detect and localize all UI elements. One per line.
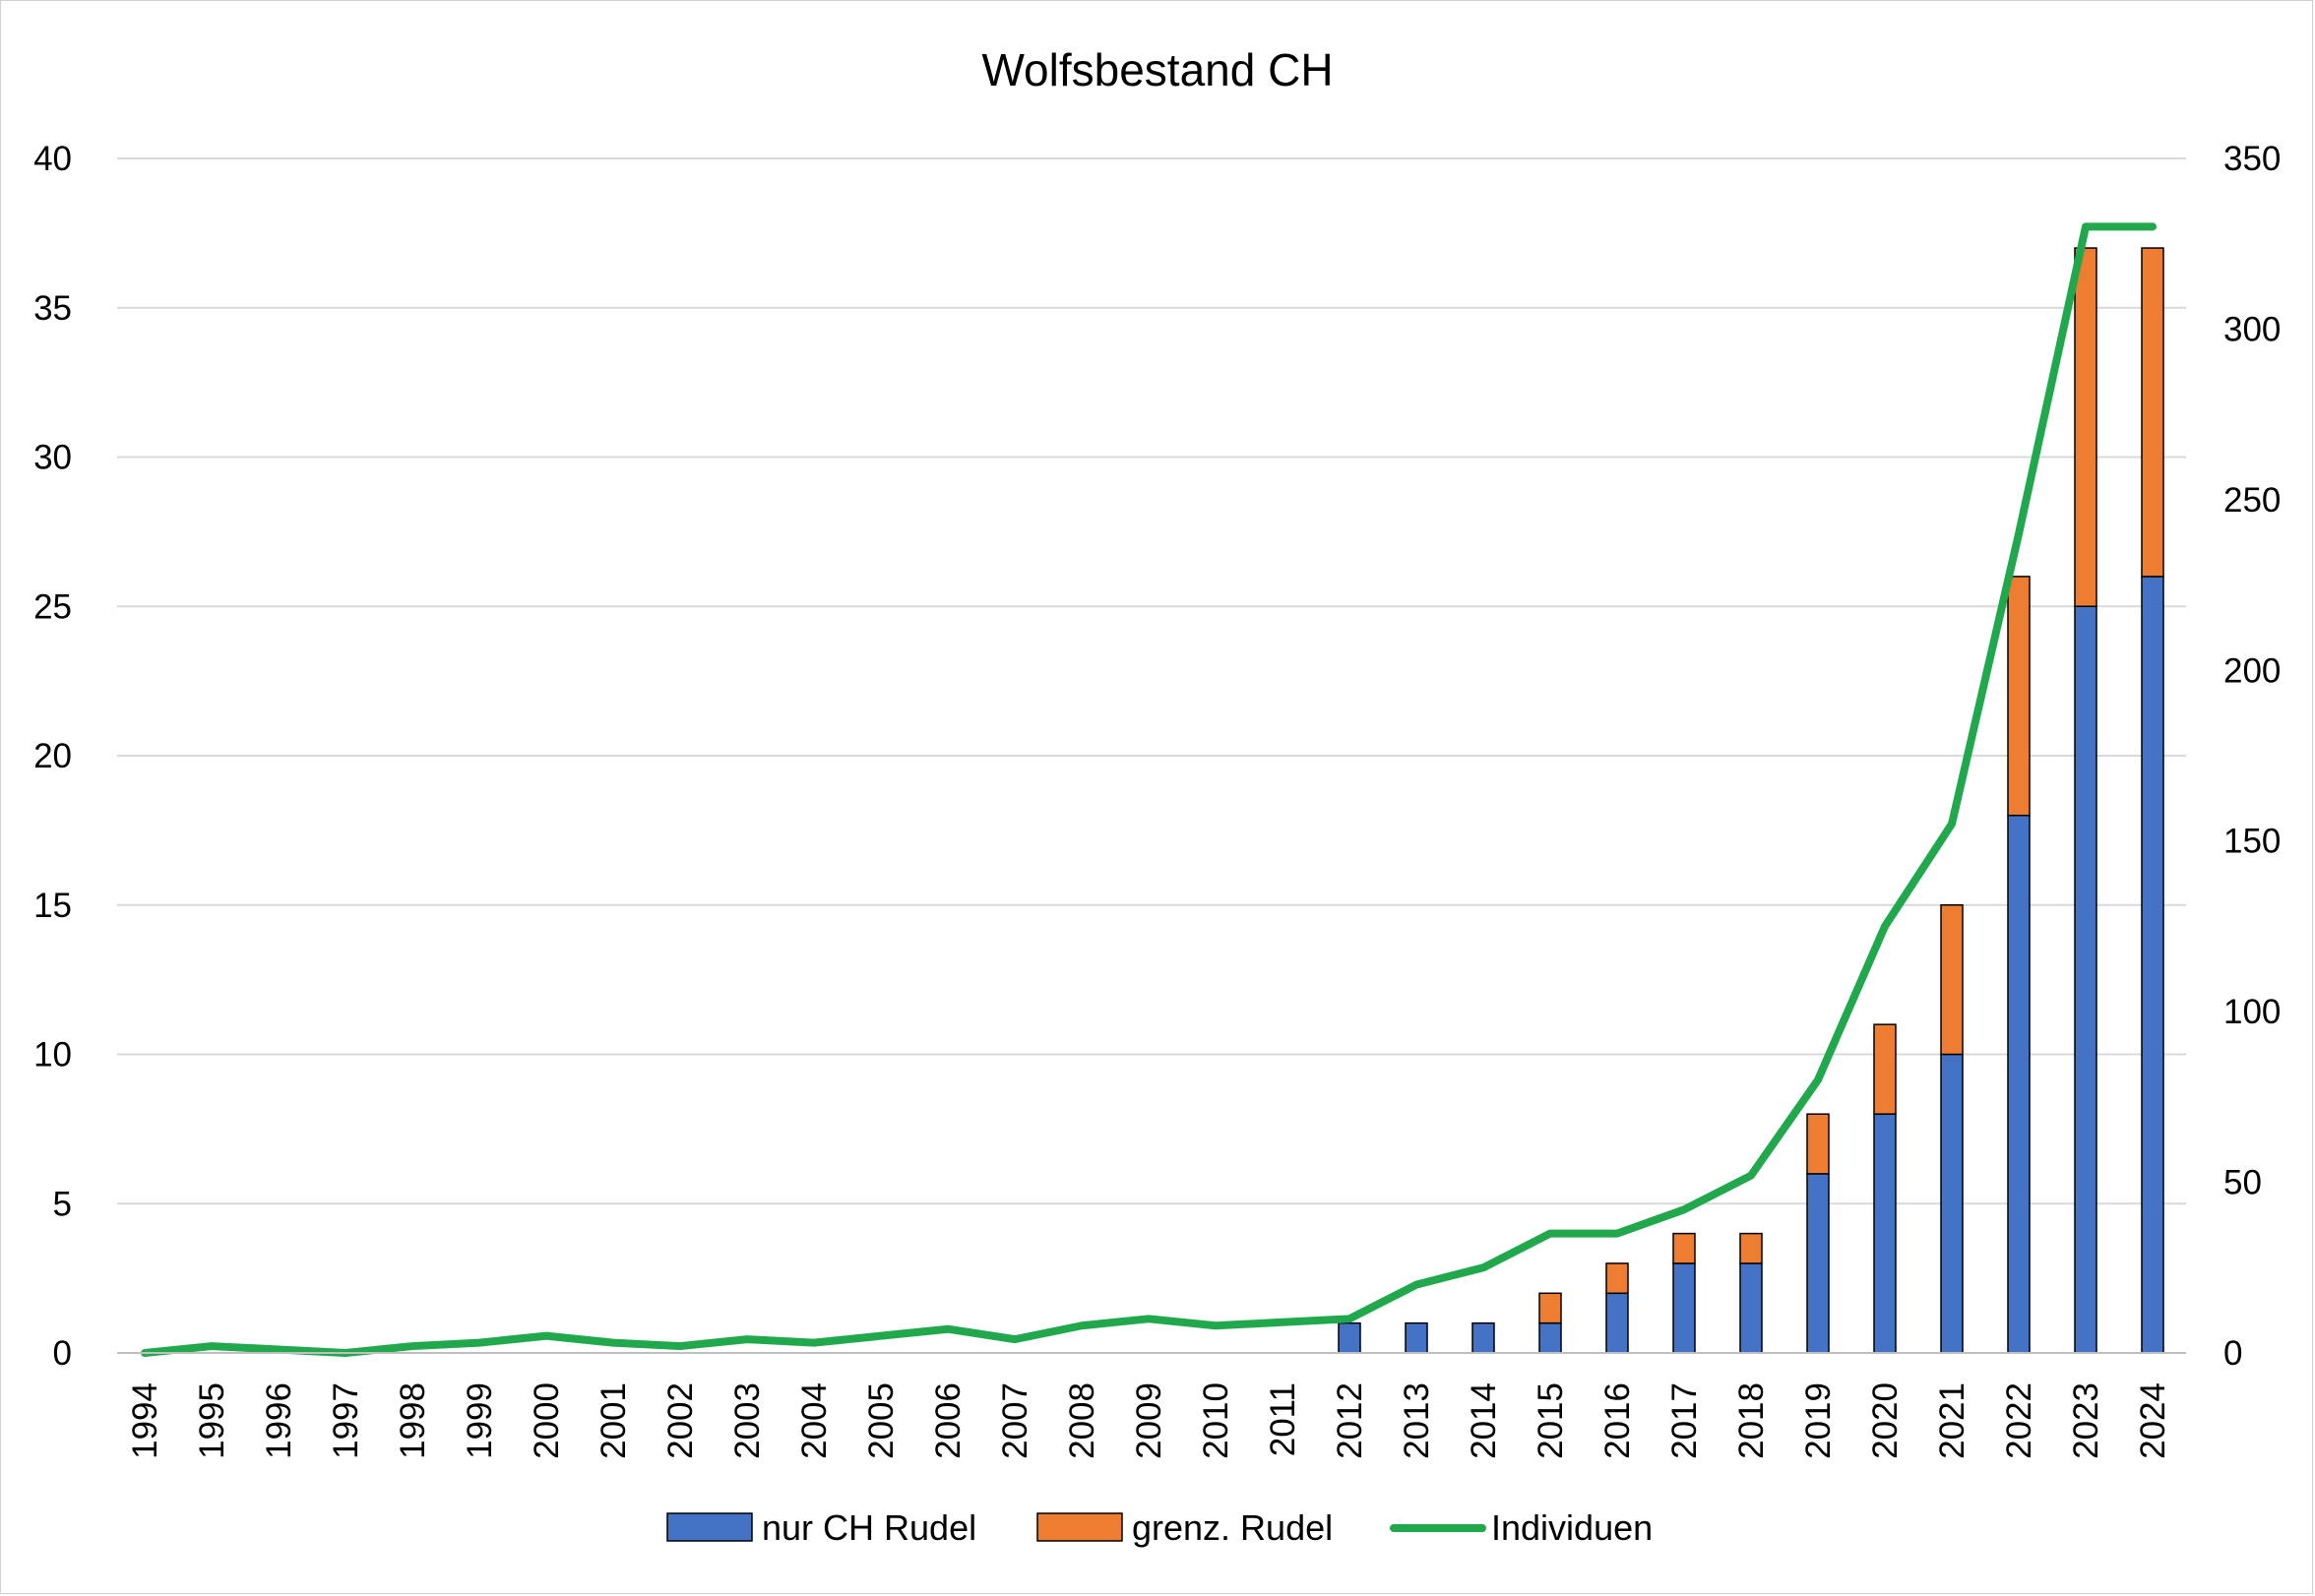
bar-nur-ch-rudel-2014 <box>1471 1321 1495 1354</box>
bar-grenz-rudel-2017 <box>1672 1232 1696 1264</box>
line-series <box>141 222 2157 1357</box>
x-axis-ticks: 1994 1995 1996 1997 1998 1999 2000 2001 2002 2003… <box>126 1382 2172 1459</box>
x-tick-label: 2016 <box>1598 1382 1637 1459</box>
x-tick-label: 2023 <box>2067 1382 2105 1459</box>
x-tick-label: 1997 <box>327 1382 365 1459</box>
left-tick-label: 40 <box>33 140 72 178</box>
bar-nur-ch-rudel-2021 <box>1940 1053 1964 1354</box>
x-tick-label: 2001 <box>594 1382 633 1459</box>
right-tick-label: 300 <box>2223 310 2281 348</box>
bar-grenz-rudel-2023 <box>2074 247 2097 608</box>
left-tick-label: 10 <box>33 1036 72 1074</box>
x-tick-label: 2022 <box>2000 1382 2038 1459</box>
x-tick-label: 1994 <box>126 1382 164 1459</box>
left-tick-label: 5 <box>53 1185 72 1223</box>
x-tick-label: 2019 <box>1799 1382 1838 1459</box>
bar-grenz-rudel-2016 <box>1605 1262 1629 1295</box>
bar-nur-ch-rudel-2020 <box>1873 1113 1897 1354</box>
x-tick-label: 2009 <box>1130 1382 1168 1459</box>
x-tick-label: 2000 <box>528 1382 566 1459</box>
bar-grenz-rudel-2015 <box>1538 1292 1562 1324</box>
x-tick-label: 2012 <box>1331 1382 1369 1459</box>
x-tick-label: 2005 <box>862 1382 901 1459</box>
x-tick-label: 2007 <box>996 1382 1034 1459</box>
x-tick-label: 1995 <box>193 1382 231 1459</box>
bar-nur-ch-rudel-2017 <box>1672 1262 1696 1354</box>
x-tick-label: 2008 <box>1063 1382 1101 1459</box>
bar-nur-ch-rudel-2016 <box>1605 1292 1629 1354</box>
x-tick-label: 2021 <box>1933 1382 1971 1459</box>
right-tick-label: 200 <box>2223 651 2281 690</box>
legend-label-individuen: Individuen <box>1491 1507 1653 1548</box>
right-tick-label: 0 <box>2223 1334 2242 1373</box>
right-tick-label: 350 <box>2223 140 2281 178</box>
bar-grenz-rudel-2021 <box>1940 904 1964 1056</box>
x-tick-label: 2010 <box>1197 1382 1235 1459</box>
bars <box>1338 247 2164 1354</box>
right-tick-label: 250 <box>2223 481 2281 520</box>
x-tick-label: 2014 <box>1465 1382 1503 1459</box>
x-tick-label: 2002 <box>661 1382 700 1459</box>
bar-nur-ch-rudel-2024 <box>2141 576 2164 1354</box>
x-tick-label: 2024 <box>2134 1382 2172 1459</box>
left-tick-label: 15 <box>33 887 72 925</box>
bar-nur-ch-rudel-2018 <box>1739 1262 1763 1354</box>
left-tick-label: 35 <box>33 289 72 328</box>
x-tick-label: 2003 <box>728 1382 767 1459</box>
left-axis-ticks: 0 5 10 15 20 25 30 35 40 <box>33 140 72 1373</box>
bar-grenz-rudel-2022 <box>2007 576 2031 817</box>
x-tick-label: 1998 <box>394 1382 432 1459</box>
bar-grenz-rudel-2020 <box>1873 1023 1897 1115</box>
left-tick-label: 0 <box>53 1334 72 1373</box>
line-individuen <box>141 222 2157 1357</box>
bar-grenz-rudel-2024 <box>2141 247 2164 578</box>
x-tick-label: 2006 <box>929 1382 968 1459</box>
bar-nur-ch-rudel-2013 <box>1405 1321 1428 1354</box>
x-tick-label: 2004 <box>795 1382 834 1459</box>
x-tick-label: 2011 <box>1264 1382 1302 1456</box>
legend-label-nur-ch-rudel: nur CH Rudel <box>762 1507 976 1548</box>
right-axis-ticks: 0 50 100 150 200 250 300 350 <box>2223 140 2281 1373</box>
x-tick-label: 2020 <box>1866 1382 1905 1459</box>
right-tick-label: 100 <box>2223 993 2281 1031</box>
bar-nur-ch-rudel-2015 <box>1538 1321 1562 1354</box>
legend: nur CH Rudel grenz. Rudel Individuen <box>666 1507 1653 1548</box>
right-tick-label: 150 <box>2223 823 2281 861</box>
x-tick-label: 2018 <box>1732 1382 1771 1459</box>
bar-grenz-rudel-2018 <box>1739 1232 1763 1264</box>
bar-nur-ch-rudel-2019 <box>1806 1173 1830 1354</box>
legend-swatch-grenz-rudel <box>1036 1512 1123 1542</box>
bar-nur-ch-rudel-2012 <box>1338 1321 1361 1354</box>
x-tick-label: 2013 <box>1398 1382 1436 1459</box>
x-tick-label: 1996 <box>260 1382 298 1459</box>
x-tick-label: 2015 <box>1532 1382 1570 1459</box>
legend-swatch-nur-ch-rudel <box>666 1512 753 1542</box>
left-tick-label: 25 <box>33 587 72 626</box>
legend-label-grenz-rudel: grenz. Rudel <box>1132 1507 1333 1548</box>
bar-nur-ch-rudel-2022 <box>2007 814 2031 1354</box>
left-tick-label: 30 <box>33 439 72 477</box>
chart-title: Wolfsbestand CH <box>981 44 1333 95</box>
x-tick-label: 2017 <box>1665 1382 1704 1459</box>
x-tick-label: 1999 <box>461 1382 499 1459</box>
bar-nur-ch-rudel-2023 <box>2074 605 2097 1354</box>
right-tick-label: 50 <box>2223 1164 2262 1202</box>
left-tick-label: 20 <box>33 737 72 775</box>
gridlines <box>117 157 2186 1205</box>
bar-grenz-rudel-2019 <box>1806 1113 1830 1175</box>
